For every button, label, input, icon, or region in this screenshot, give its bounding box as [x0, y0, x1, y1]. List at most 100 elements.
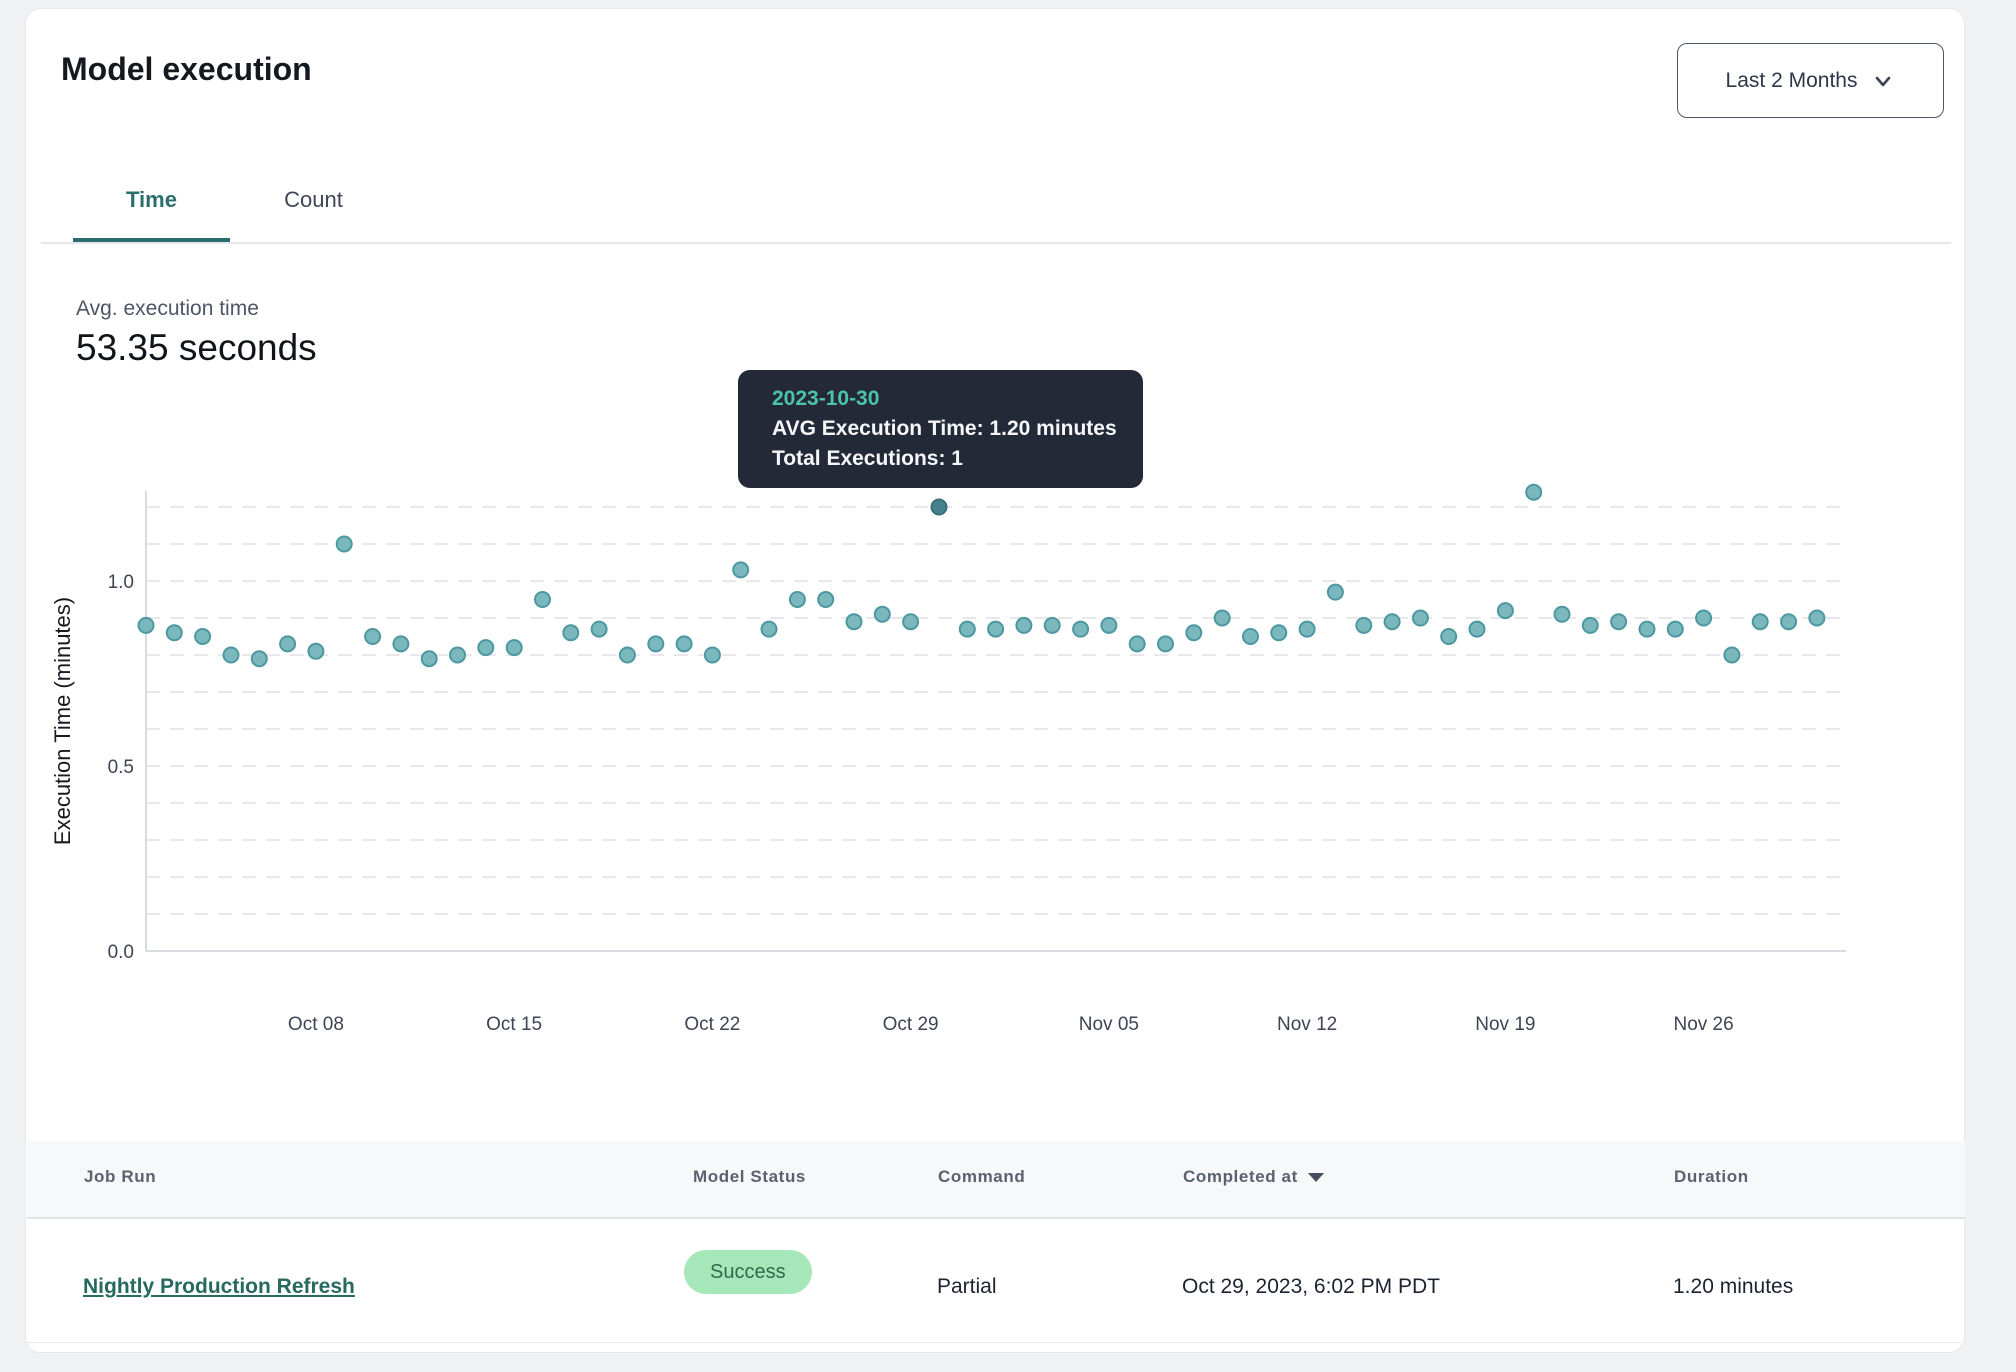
- data-point[interactable]: [420, 650, 438, 668]
- avg-execution-time-label: Avg. execution time: [76, 297, 259, 320]
- data-point[interactable]: [1525, 483, 1543, 501]
- period-selector-label: Last 2 Months: [1725, 68, 1858, 92]
- data-point[interactable]: [873, 605, 891, 623]
- duration-cell: 1.20 minutes: [1673, 1275, 1794, 1298]
- data-point[interactable]: [562, 624, 580, 642]
- period-selector-dropdown[interactable]: Last 2 Months: [1677, 43, 1944, 118]
- svg-text:Oct 15: Oct 15: [486, 1014, 542, 1035]
- data-point[interactable]: [1638, 620, 1656, 638]
- column-header-job-run: Job Run: [84, 1167, 157, 1186]
- data-point[interactable]: [505, 639, 523, 657]
- data-point[interactable]: [1468, 620, 1486, 638]
- svg-text:Oct 29: Oct 29: [883, 1014, 939, 1035]
- tabs-divider: [41, 242, 1951, 244]
- tab-time[interactable]: Time: [126, 187, 177, 212]
- data-point[interactable]: [1072, 620, 1090, 638]
- data-point[interactable]: [1185, 624, 1203, 642]
- data-point[interactable]: [1695, 609, 1713, 627]
- status-badge: Success: [684, 1250, 812, 1294]
- svg-text:1.0: 1.0: [108, 572, 134, 593]
- data-point[interactable]: [845, 613, 863, 631]
- data-point-highlighted[interactable]: [930, 498, 948, 516]
- svg-text:Nov 05: Nov 05: [1079, 1014, 1139, 1035]
- data-point[interactable]: [1581, 616, 1599, 634]
- data-point[interactable]: [1270, 624, 1288, 642]
- data-point[interactable]: [1043, 616, 1061, 634]
- data-point[interactable]: [477, 639, 495, 657]
- data-point[interactable]: [590, 620, 608, 638]
- data-point[interactable]: [222, 646, 240, 664]
- column-header-command: Command: [938, 1167, 1026, 1186]
- svg-text:Nov 26: Nov 26: [1673, 1014, 1733, 1035]
- job-run-link[interactable]: Nightly Production Refresh: [83, 1275, 355, 1298]
- data-point[interactable]: [788, 591, 806, 608]
- data-point[interactable]: [364, 628, 382, 645]
- data-point[interactable]: [1128, 635, 1146, 653]
- column-header-model-status: Model Status: [693, 1167, 806, 1186]
- data-point[interactable]: [1242, 628, 1259, 645]
- tooltip-avg-execution-time: AVG Execution Time: 1.20 minutes: [772, 417, 1117, 440]
- chart-tooltip: 2023-10-30 AVG Execution Time: 1.20 minu…: [738, 370, 1143, 488]
- data-point[interactable]: [137, 616, 155, 634]
- data-point[interactable]: [335, 535, 353, 553]
- data-point[interactable]: [1100, 616, 1118, 634]
- data-point[interactable]: [1808, 609, 1826, 627]
- data-point[interactable]: [987, 620, 1005, 638]
- row-divider: [27, 1342, 1965, 1343]
- model-execution-card: Model execution Last 2 Months Time Count…: [25, 8, 1965, 1353]
- data-point[interactable]: [534, 591, 551, 608]
- data-point[interactable]: [817, 591, 835, 608]
- column-header-completed-at[interactable]: Completed at: [1183, 1167, 1324, 1187]
- avg-execution-time-value: 53.35 seconds: [76, 327, 317, 368]
- svg-text:Execution Time (minutes): Execution Time (minutes): [50, 597, 75, 845]
- data-point[interactable]: [1326, 583, 1344, 601]
- data-point[interactable]: [1298, 620, 1316, 638]
- data-point[interactable]: [732, 561, 750, 579]
- data-point[interactable]: [675, 635, 693, 653]
- data-point[interactable]: [449, 646, 466, 664]
- svg-text:0.0: 0.0: [108, 942, 134, 963]
- data-point[interactable]: [1157, 635, 1174, 653]
- data-point[interactable]: [392, 635, 410, 653]
- svg-text:Oct 22: Oct 22: [684, 1014, 740, 1035]
- data-point[interactable]: [165, 624, 183, 642]
- data-point[interactable]: [760, 620, 778, 638]
- data-point[interactable]: [1015, 616, 1033, 634]
- data-point[interactable]: [1751, 613, 1769, 631]
- data-point[interactable]: [1383, 613, 1401, 631]
- command-cell: Partial: [937, 1275, 997, 1298]
- data-point[interactable]: [1496, 602, 1514, 620]
- completed-at-cell: Oct 29, 2023, 6:02 PM PDT: [1182, 1275, 1440, 1298]
- active-tab-underline: [73, 238, 230, 243]
- tab-count[interactable]: Count: [284, 187, 343, 212]
- data-point[interactable]: [1723, 646, 1741, 664]
- data-point[interactable]: [1553, 605, 1571, 623]
- data-point[interactable]: [902, 613, 920, 631]
- data-point[interactable]: [1355, 616, 1373, 634]
- data-point[interactable]: [1440, 628, 1458, 645]
- data-point[interactable]: [194, 628, 212, 645]
- data-point[interactable]: [618, 646, 636, 664]
- data-point[interactable]: [307, 642, 325, 660]
- data-point[interactable]: [1780, 613, 1798, 631]
- page-title: Model execution: [61, 51, 312, 87]
- data-point[interactable]: [703, 646, 721, 664]
- table-header-row: Job Run Model Status Command Completed a…: [27, 1141, 1965, 1219]
- svg-text:0.5: 0.5: [108, 757, 134, 778]
- tooltip-total-executions: Total Executions: 1: [772, 447, 963, 470]
- data-point[interactable]: [1411, 609, 1429, 627]
- data-point[interactable]: [1610, 613, 1628, 631]
- sort-desc-icon: [1307, 1173, 1324, 1183]
- data-point[interactable]: [647, 635, 665, 653]
- data-point[interactable]: [958, 620, 976, 638]
- svg-text:Nov 12: Nov 12: [1277, 1014, 1337, 1035]
- data-point[interactable]: [1666, 620, 1684, 638]
- execution-time-scatter-chart[interactable]: 0.0 0.5 1.0 Oct 08 Oct 15 Oct 22 Oct 29 Nov 05 N…: [26, 9, 1966, 1354]
- column-header-duration: Duration: [1674, 1167, 1749, 1186]
- data-point[interactable]: [279, 635, 297, 653]
- chevron-down-icon: [1871, 69, 1895, 93]
- tooltip-date: 2023-10-30: [772, 387, 880, 410]
- data-point[interactable]: [1213, 609, 1231, 627]
- data-point[interactable]: [250, 650, 268, 668]
- svg-text:Nov 19: Nov 19: [1475, 1014, 1535, 1035]
